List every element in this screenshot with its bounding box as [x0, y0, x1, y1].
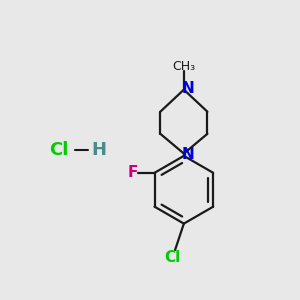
- Text: CH₃: CH₃: [172, 60, 195, 73]
- Text: N: N: [182, 147, 195, 162]
- Text: F: F: [127, 165, 138, 180]
- Text: H: H: [91, 141, 106, 159]
- Text: N: N: [182, 81, 195, 96]
- Text: Cl: Cl: [164, 250, 180, 265]
- Text: Cl: Cl: [49, 141, 68, 159]
